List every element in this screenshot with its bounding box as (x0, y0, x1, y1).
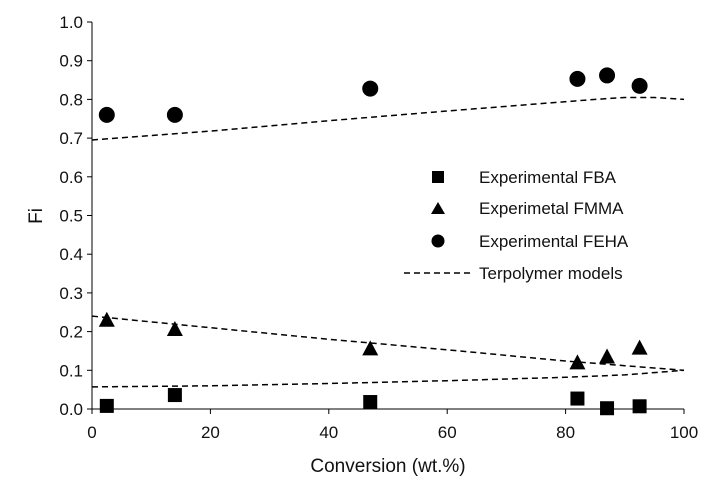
y-tick-label: 1.0 (59, 13, 83, 32)
fmma-point (599, 348, 616, 364)
feha-point (98, 106, 115, 123)
x-tick-label: 0 (87, 423, 96, 442)
fba-point (363, 395, 378, 410)
x-ticks: 0 20 40 60 80 100 (87, 409, 698, 442)
y-tick-label: 0.4 (59, 245, 83, 264)
feha-point (362, 80, 379, 97)
x-tick-label: 20 (201, 423, 220, 442)
fba-point (99, 398, 114, 413)
feha-point (599, 67, 616, 84)
legend-marker-fmma (431, 202, 445, 214)
fba-point (167, 388, 182, 403)
y-tick-label: 0.6 (59, 168, 83, 187)
y-tick-label: 0.0 (59, 400, 83, 419)
y-tick-label: 0.8 (59, 90, 83, 109)
legend-label-fmma: Experimetal FMMA (479, 199, 624, 218)
legend-label-model: Terpolymer models (479, 264, 623, 283)
fmma-point (166, 321, 183, 337)
fba-point (600, 401, 615, 416)
legend-label-fba: Experimental FBA (479, 168, 617, 187)
y-tick-label: 0.3 (59, 284, 83, 303)
model-curve-2 (91, 369, 685, 388)
y-tick-label: 0.1 (59, 361, 83, 380)
y-tick-label: 0.2 (59, 323, 83, 342)
feha-point (631, 77, 648, 94)
fmma-point (98, 311, 115, 327)
series-layer (91, 67, 685, 416)
model-curve-1 (91, 315, 685, 372)
y-ticks: 0.0 0.1 0.2 0.3 0.4 0.5 0.6 0.7 0.8 0.9 1.0 (59, 13, 92, 419)
fba-point (632, 399, 647, 414)
fmma-point (362, 340, 379, 356)
y-tick-label: 0.9 (59, 52, 83, 71)
x-tick-label: 40 (319, 423, 338, 442)
legend-marker-feha (431, 234, 445, 248)
fba-point (570, 391, 585, 406)
x-axis-title: Conversion (wt.%) (310, 456, 465, 477)
y-tick-label: 0.7 (59, 129, 83, 148)
feha-point (569, 70, 586, 87)
legend-label-feha: Experimental FEHA (479, 232, 629, 251)
feha-point (166, 106, 183, 123)
model-curve-0 (91, 96, 685, 141)
y-tick-label: 0.5 (59, 207, 83, 226)
x-tick-label: 80 (556, 423, 575, 442)
legend: Experimental FBA Experimetal FMMA Experi… (404, 168, 629, 283)
fmma-point (569, 354, 586, 370)
y-axis-title: Fi (26, 208, 47, 224)
fmma-point (631, 339, 648, 355)
x-tick-label: 100 (670, 423, 698, 442)
legend-marker-fba (432, 171, 444, 183)
x-tick-label: 60 (438, 423, 457, 442)
